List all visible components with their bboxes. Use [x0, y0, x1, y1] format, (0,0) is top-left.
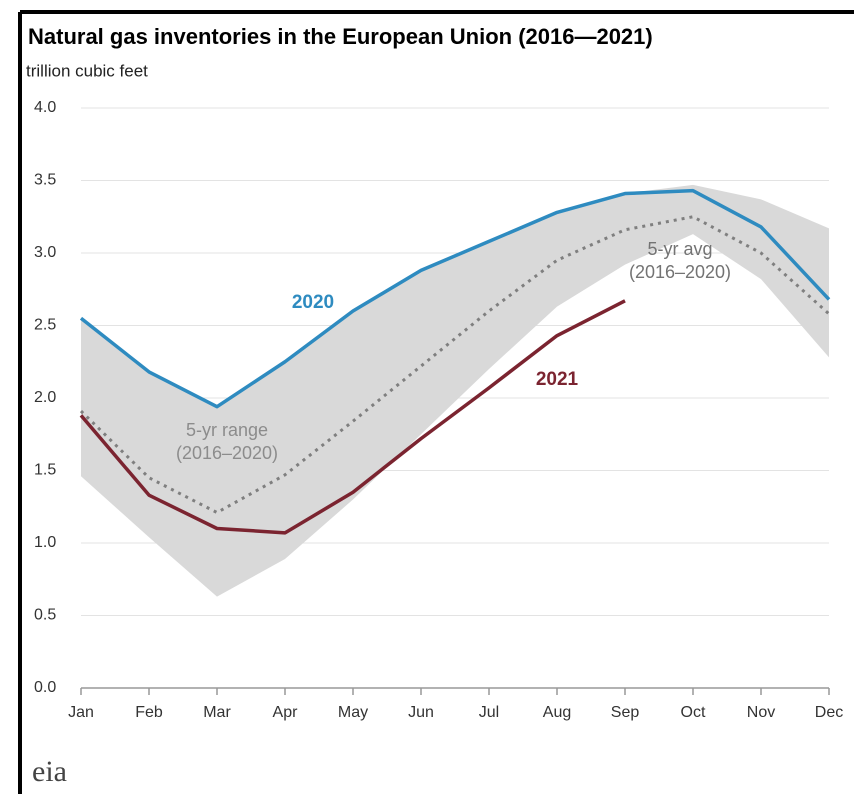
source-logo: eia	[32, 755, 67, 788]
y-tick-label: 0.0	[34, 679, 56, 696]
y-tick-label: 4.0	[34, 99, 56, 116]
y-tick-label: 1.5	[34, 462, 56, 479]
x-tick-label: Oct	[681, 704, 706, 721]
y-tick-label: 1.0	[34, 534, 56, 551]
x-tick-label: Feb	[135, 704, 163, 721]
y-tick-label: 2.0	[34, 389, 56, 406]
annotation: (2016–2020)	[176, 443, 278, 463]
series-label: 2020	[292, 292, 334, 313]
x-tick-label: Jul	[479, 704, 499, 721]
x-tick-label: Apr	[273, 704, 299, 721]
annotation: (2016–2020)	[629, 262, 731, 282]
x-tick-label: Mar	[203, 704, 231, 721]
y-tick-label: 0.5	[34, 607, 56, 624]
x-tick-label: Aug	[543, 704, 571, 721]
x-tick-label: Sep	[611, 704, 640, 721]
series-line	[79, 188, 831, 409]
annotation: 5-yr range	[186, 420, 268, 440]
x-tick-label: Dec	[815, 704, 843, 721]
x-tick-label: Jan	[68, 704, 94, 721]
chart-subtitle: trillion cubic feet	[26, 61, 148, 80]
x-tick-label: May	[338, 704, 368, 721]
x-tick-label: Nov	[747, 704, 775, 721]
y-tick-label: 3.5	[34, 172, 56, 189]
x-tick-label: Jun	[408, 704, 434, 721]
y-tick-label: 3.0	[34, 244, 56, 261]
range-band	[81, 184, 829, 597]
series-line	[79, 299, 626, 535]
annotation: 5-yr avg	[647, 239, 712, 259]
chart-title: Natural gas inventories in the European …	[28, 24, 653, 49]
series-label: 2021	[536, 369, 579, 390]
y-tick-label: 2.5	[34, 317, 56, 334]
average-line	[79, 215, 831, 515]
